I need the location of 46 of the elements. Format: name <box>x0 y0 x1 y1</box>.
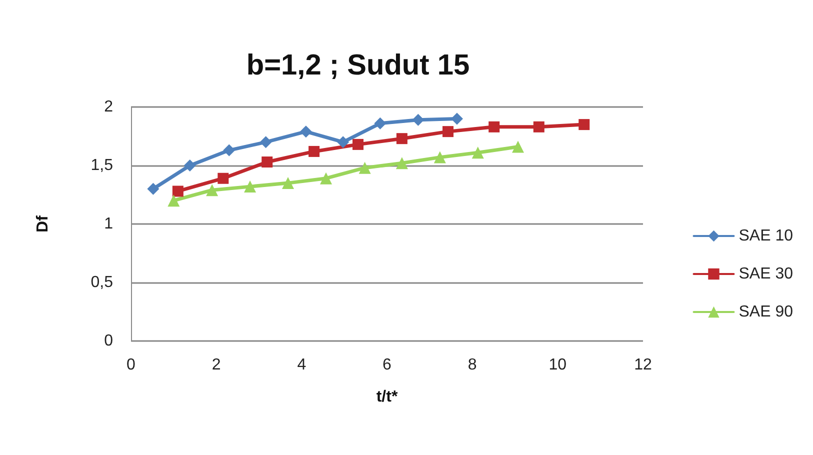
legend-label: SAE 30 <box>738 266 794 282</box>
point <box>374 117 386 130</box>
point <box>472 146 484 159</box>
point <box>282 177 294 190</box>
point <box>488 121 500 132</box>
point <box>184 160 196 172</box>
legend-label: SAE 90 <box>738 304 794 320</box>
point <box>147 182 160 195</box>
x-tick-label: 4 <box>297 356 306 374</box>
point <box>442 126 454 138</box>
x-axis-title: t/t* <box>376 388 398 406</box>
chart-title: b=1,2 ; Sudut 15 <box>246 50 470 82</box>
x-tick-label: 10 <box>548 356 567 374</box>
point <box>337 136 350 148</box>
point <box>172 186 184 197</box>
point <box>223 144 236 156</box>
point <box>320 172 332 184</box>
x-tick-label: 2 <box>212 356 221 374</box>
point <box>434 151 446 164</box>
point <box>352 138 364 150</box>
legend-label: SAE 10 <box>738 228 794 244</box>
point <box>308 146 320 157</box>
y-axis-title: Df <box>34 214 52 232</box>
point <box>358 162 371 174</box>
point <box>512 140 524 153</box>
y-tick-label: 0 <box>104 332 114 350</box>
point <box>396 157 408 170</box>
point <box>262 156 273 168</box>
point <box>206 184 218 196</box>
y-tick-label: 1,5 <box>90 157 114 174</box>
point <box>533 121 544 132</box>
point <box>300 126 312 138</box>
y-tick-label: 2 <box>104 98 114 116</box>
x-tick-label: 8 <box>468 356 477 374</box>
point <box>578 119 590 130</box>
point <box>450 112 463 125</box>
y-tick-label: 0,5 <box>90 274 114 291</box>
x-tick-label: 0 <box>126 356 136 374</box>
point <box>260 136 272 148</box>
point <box>218 172 229 184</box>
x-tick-label: 6 <box>382 356 392 374</box>
y-tick-label: 1 <box>104 216 114 232</box>
point <box>244 180 256 193</box>
x-tick-label: 12 <box>634 356 652 374</box>
point <box>396 133 408 144</box>
point <box>168 194 180 207</box>
